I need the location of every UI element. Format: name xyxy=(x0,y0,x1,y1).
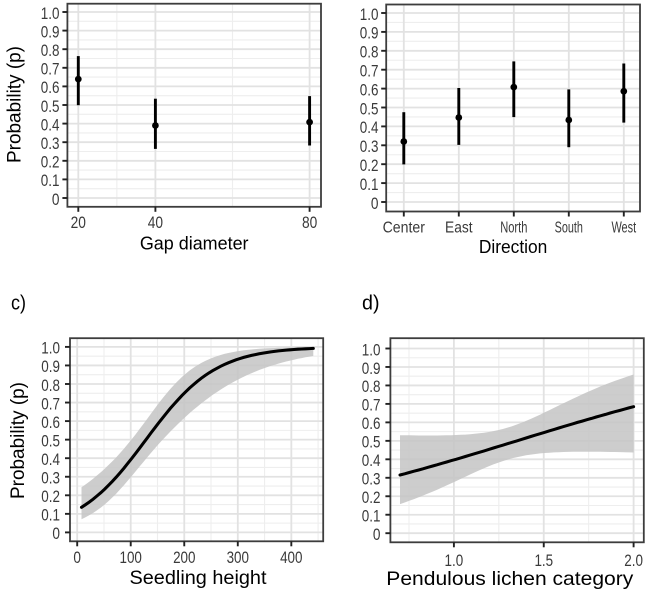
svg-text:1.0: 1.0 xyxy=(360,5,379,24)
svg-text:0.4: 0.4 xyxy=(41,450,60,469)
svg-text:0.3: 0.3 xyxy=(360,137,379,156)
svg-text:0.1: 0.1 xyxy=(41,171,60,190)
svg-text:West: West xyxy=(611,219,636,236)
svg-text:0.7: 0.7 xyxy=(362,396,381,415)
svg-text:80: 80 xyxy=(302,213,317,232)
svg-text:0.2: 0.2 xyxy=(360,156,379,175)
svg-text:Pendulous lichen category: Pendulous lichen category xyxy=(386,568,633,590)
svg-text:0.5: 0.5 xyxy=(362,433,381,452)
svg-text:0.6: 0.6 xyxy=(41,413,60,432)
svg-text:Direction: Direction xyxy=(479,236,548,257)
svg-text:Probability (p): Probability (p) xyxy=(8,382,29,499)
svg-text:300: 300 xyxy=(227,548,249,567)
svg-text:0.6: 0.6 xyxy=(362,414,381,433)
svg-text:0.9: 0.9 xyxy=(41,22,60,41)
svg-text:0.8: 0.8 xyxy=(360,43,379,62)
svg-text:0.3: 0.3 xyxy=(41,469,60,488)
svg-text:0.5: 0.5 xyxy=(360,99,379,118)
svg-text:0.6: 0.6 xyxy=(41,78,60,97)
svg-text:Center: Center xyxy=(383,219,425,236)
svg-text:0.2: 0.2 xyxy=(41,153,60,172)
svg-text:1.0: 1.0 xyxy=(41,339,60,358)
svg-text:0.6: 0.6 xyxy=(360,80,379,99)
svg-text:East: East xyxy=(445,219,473,236)
svg-text:c): c) xyxy=(11,292,26,315)
svg-text:100: 100 xyxy=(120,548,142,567)
svg-text:0.9: 0.9 xyxy=(360,24,379,43)
svg-text:1.5: 1.5 xyxy=(534,551,553,570)
svg-text:South: South xyxy=(555,219,583,236)
svg-text:20: 20 xyxy=(71,213,86,232)
svg-text:0: 0 xyxy=(52,524,60,543)
svg-text:0.3: 0.3 xyxy=(362,470,381,489)
svg-text:0.3: 0.3 xyxy=(41,134,60,153)
svg-text:40: 40 xyxy=(148,213,163,232)
svg-text:0.1: 0.1 xyxy=(41,506,60,525)
svg-text:d): d) xyxy=(362,292,380,315)
svg-text:0.2: 0.2 xyxy=(41,487,60,506)
svg-text:0.5: 0.5 xyxy=(41,97,60,116)
svg-text:0.7: 0.7 xyxy=(41,60,60,79)
svg-text:0.4: 0.4 xyxy=(41,115,60,134)
svg-text:0: 0 xyxy=(373,525,381,544)
svg-text:North: North xyxy=(500,219,527,236)
svg-text:0.5: 0.5 xyxy=(41,431,60,450)
svg-text:2.0: 2.0 xyxy=(624,551,643,570)
svg-text:0.8: 0.8 xyxy=(362,377,381,396)
svg-text:0.1: 0.1 xyxy=(362,507,381,526)
svg-text:0.8: 0.8 xyxy=(41,41,60,60)
svg-text:Probability (p): Probability (p) xyxy=(5,46,26,163)
svg-text:Seedling height: Seedling height xyxy=(130,567,268,589)
svg-text:0.9: 0.9 xyxy=(362,359,381,378)
svg-text:200: 200 xyxy=(173,548,195,567)
svg-text:1.0: 1.0 xyxy=(362,340,381,359)
svg-text:0: 0 xyxy=(52,190,60,209)
svg-text:0.9: 0.9 xyxy=(41,357,60,376)
svg-text:0.7: 0.7 xyxy=(41,394,60,413)
svg-text:1.0: 1.0 xyxy=(41,4,60,23)
svg-text:0.8: 0.8 xyxy=(41,376,60,395)
svg-text:0.2: 0.2 xyxy=(362,488,381,507)
svg-text:1.0: 1.0 xyxy=(445,551,464,570)
svg-text:0.7: 0.7 xyxy=(360,62,379,81)
svg-text:Gap diameter: Gap diameter xyxy=(140,233,249,254)
svg-text:0.4: 0.4 xyxy=(362,451,381,470)
svg-text:0.1: 0.1 xyxy=(360,175,379,194)
svg-text:0: 0 xyxy=(371,194,379,213)
svg-text:0: 0 xyxy=(73,548,81,567)
svg-text:0.4: 0.4 xyxy=(360,118,379,137)
svg-text:400: 400 xyxy=(280,548,302,567)
